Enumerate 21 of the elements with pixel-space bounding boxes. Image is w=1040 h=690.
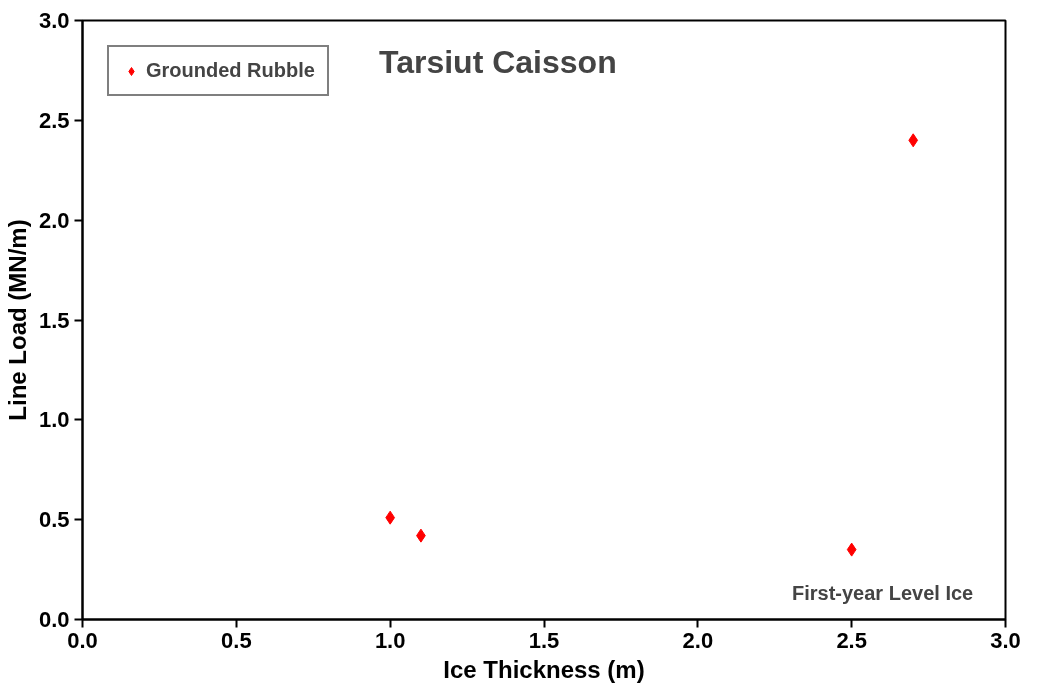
- x-axis-title: Ice Thickness (m): [443, 655, 645, 683]
- y-tick-label: 0.0: [38, 607, 70, 632]
- x-tick-label: 3.0: [990, 627, 1021, 653]
- legend-label: Grounded Rubble: [146, 59, 315, 82]
- x-tick-label: 1.0: [374, 627, 406, 653]
- x-tick-label: 2.0: [682, 627, 714, 653]
- y-tick-label: 2.0: [38, 207, 70, 233]
- y-tick-label: 1.5: [38, 307, 70, 333]
- y-tick-label: 2.5: [38, 107, 70, 133]
- y-axis-title: Line Load (MN/m): [3, 219, 31, 421]
- x-tick-label: 2.5: [836, 627, 867, 653]
- x-tick-label: 1.5: [528, 627, 560, 653]
- text: Tarsiut Caisson: [379, 44, 617, 81]
- y-tick-label: 1.0: [38, 407, 70, 433]
- y-tick-label: 3.0: [38, 8, 70, 33]
- y-tick-label: 0.5: [38, 507, 70, 533]
- x-tick-label: 0.5: [221, 627, 252, 653]
- annotation: First-year Level Ice: [791, 581, 974, 604]
- point: [846, 542, 857, 557]
- x-tick-label: 0.0: [67, 627, 98, 653]
- point: [908, 133, 919, 148]
